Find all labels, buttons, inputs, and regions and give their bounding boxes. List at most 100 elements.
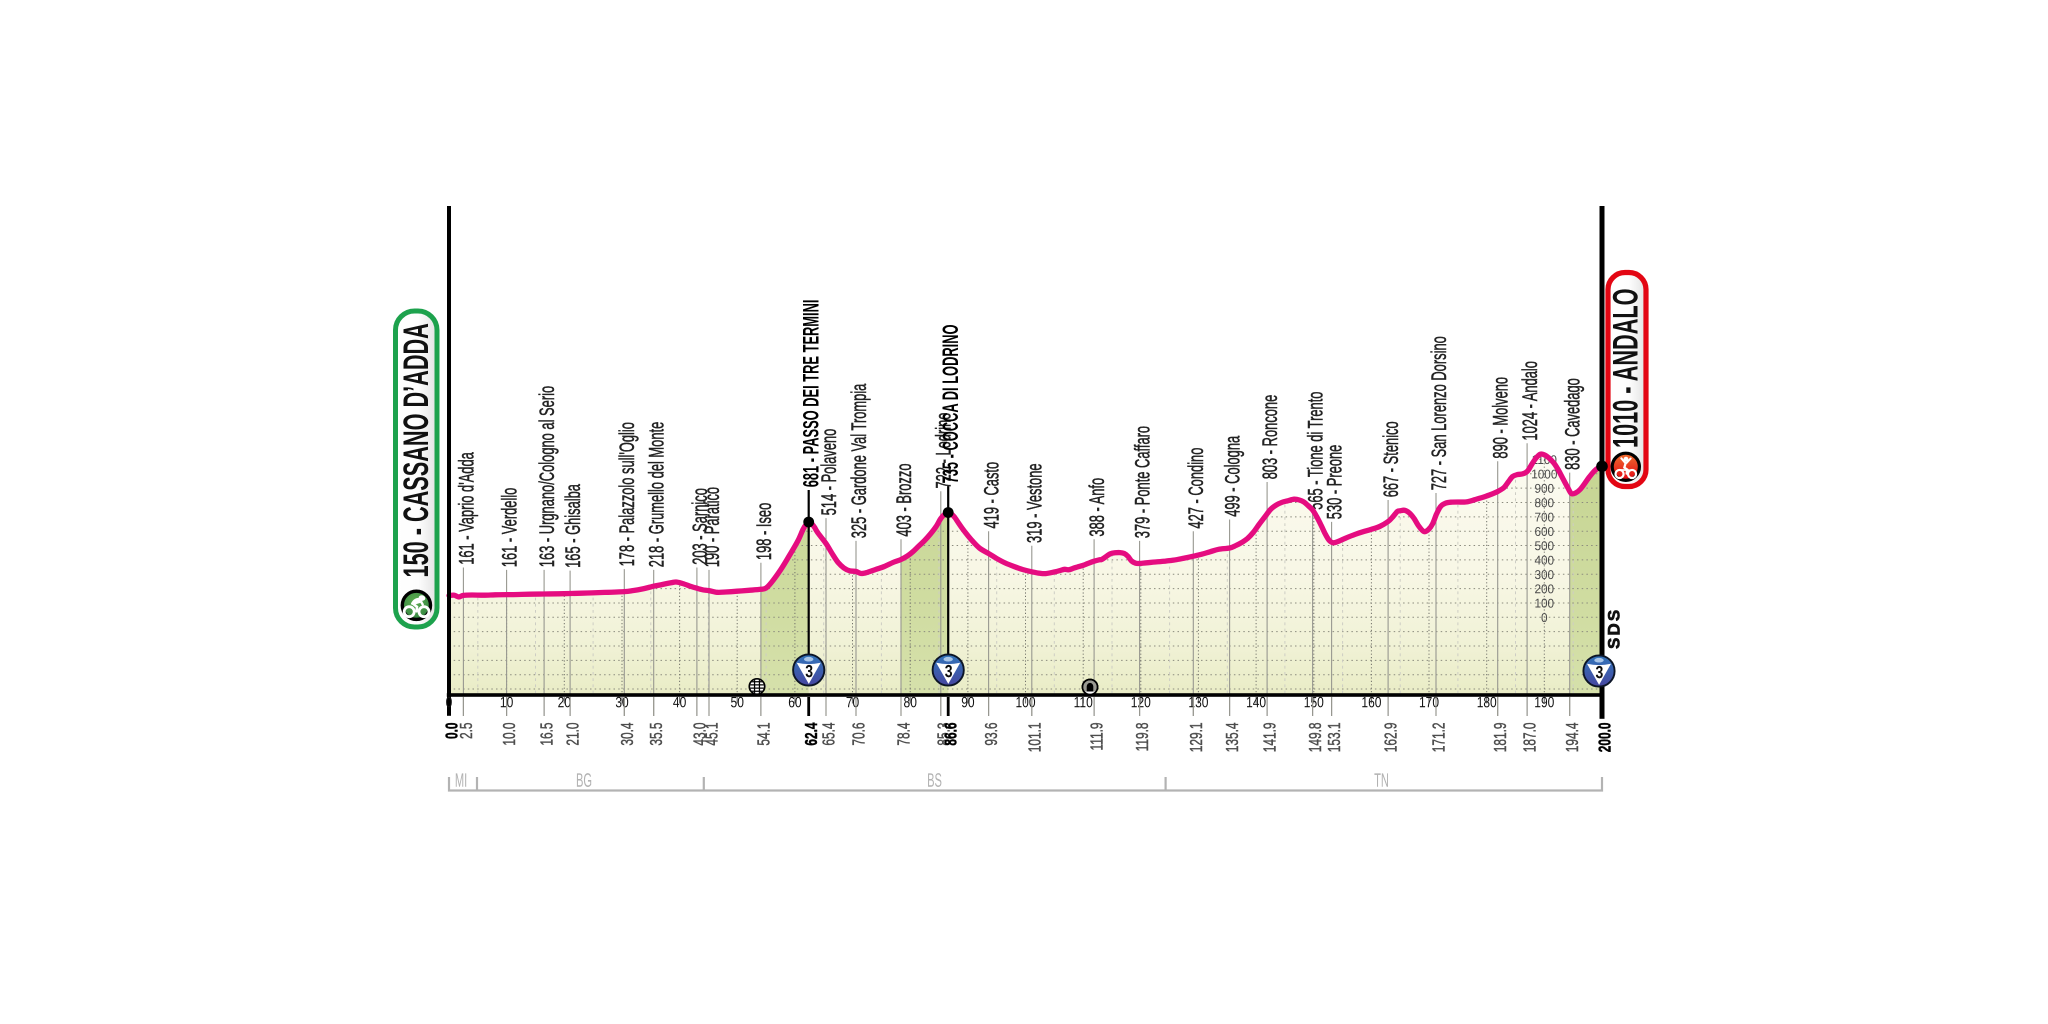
svg-text:45.1: 45.1: [702, 723, 722, 746]
svg-text:325 - Gardone Val Trompia: 325 - Gardone Val Trompia: [846, 384, 870, 539]
svg-text:530 - Preone: 530 - Preone: [1322, 445, 1346, 520]
svg-text:161 - Vaprio d'Adda: 161 - Vaprio d'Adda: [454, 452, 478, 565]
svg-text:21.0: 21.0: [563, 723, 583, 746]
svg-text:165 - Ghisalba: 165 - Ghisalba: [561, 484, 585, 568]
svg-text:62.4: 62.4: [802, 722, 822, 746]
svg-text:43.0: 43.0: [690, 723, 710, 746]
svg-text:BG: BG: [576, 771, 592, 792]
svg-text:890 - Molveno: 890 - Molveno: [1488, 377, 1512, 459]
svg-text:1010 - ANDALO: 1010 - ANDALO: [1608, 288, 1646, 448]
svg-text:BS: BS: [927, 771, 942, 792]
svg-text:90: 90: [961, 694, 975, 711]
svg-text:150: 150: [1304, 694, 1324, 711]
svg-text:203 - Sarnico: 203 - Sarnico: [687, 488, 711, 565]
svg-text:111.9: 111.9: [1087, 723, 1107, 751]
svg-text:78.4: 78.4: [894, 723, 914, 746]
svg-text:194.4: 194.4: [1563, 723, 1583, 753]
svg-text:70.6: 70.6: [849, 723, 869, 746]
svg-text:735 - COCCA DI LODRINO: 735 - COCCA DI LODRINO: [939, 324, 963, 483]
svg-text:180: 180: [1477, 694, 1497, 711]
svg-text:35.5: 35.5: [647, 723, 667, 746]
svg-text:100: 100: [1015, 694, 1035, 711]
svg-text:163 - Urgnano/Cologno al Serio: 163 - Urgnano/Cologno al Serio: [535, 386, 559, 567]
svg-text:50: 50: [731, 694, 745, 711]
svg-text:40: 40: [673, 694, 687, 711]
svg-text:0.0: 0.0: [442, 723, 462, 740]
svg-text:198 - Iseo: 198 - Iseo: [751, 503, 775, 560]
svg-text:135.4: 135.4: [1223, 723, 1243, 753]
svg-text:514 - Polaveno: 514 - Polaveno: [816, 429, 840, 516]
svg-text:681 - PASSO DEI TRE TERMINI: 681 - PASSO DEI TRE TERMINI: [799, 300, 823, 488]
svg-text:129.1: 129.1: [1187, 723, 1207, 753]
svg-text:54.1: 54.1: [754, 723, 774, 746]
svg-text:667 - Stenico: 667 - Stenico: [1379, 421, 1403, 497]
svg-text:150 - CASSANO D’ADDA: 150 - CASSANO D’ADDA: [398, 323, 436, 577]
svg-text:900: 900: [1534, 481, 1554, 496]
svg-text:162.9: 162.9: [1381, 723, 1401, 753]
svg-text:0: 0: [446, 694, 453, 711]
svg-text:100: 100: [1534, 596, 1554, 611]
svg-text:140: 140: [1246, 694, 1266, 711]
svg-text:TN: TN: [1374, 771, 1389, 792]
svg-text:2.5: 2.5: [457, 723, 477, 740]
svg-text:20: 20: [558, 694, 572, 711]
svg-text:400: 400: [1534, 553, 1554, 568]
svg-text:565 - Tione di Trento: 565 - Tione di Trento: [1303, 391, 1327, 509]
svg-text:85.3: 85.3: [934, 723, 954, 746]
svg-text:80: 80: [904, 694, 918, 711]
svg-text:161 - Verdello: 161 - Verdello: [497, 488, 521, 568]
svg-text:120: 120: [1131, 694, 1151, 711]
svg-text:1000: 1000: [1531, 467, 1557, 482]
svg-text:110: 110: [1074, 694, 1094, 711]
svg-text:1024 - Andalo: 1024 - Andalo: [1518, 361, 1542, 441]
svg-text:70: 70: [846, 694, 860, 711]
svg-text:30.4: 30.4: [618, 723, 638, 746]
svg-text:3: 3: [805, 663, 813, 682]
svg-text:3: 3: [1595, 664, 1603, 683]
svg-text:218 - Grumello del Monte: 218 - Grumello del Monte: [644, 422, 668, 568]
svg-text:153.1: 153.1: [1325, 723, 1345, 753]
svg-text:MI: MI: [455, 771, 467, 792]
svg-text:171.2: 171.2: [1429, 723, 1449, 753]
svg-text:200.0: 200.0: [1595, 723, 1615, 753]
svg-text:130: 130: [1188, 694, 1208, 711]
svg-text:200: 200: [1534, 582, 1554, 597]
svg-text:93.6: 93.6: [982, 723, 1002, 746]
svg-text:379 - Ponte Caffaro: 379 - Ponte Caffaro: [1130, 426, 1154, 538]
svg-text:190: 190: [1534, 694, 1554, 711]
svg-text:16.5: 16.5: [537, 723, 557, 746]
svg-text:30: 30: [615, 694, 629, 711]
svg-text:SDS: SDS: [1605, 608, 1624, 649]
svg-text:803 - Roncone: 803 - Roncone: [1258, 395, 1282, 480]
svg-text:722 - Lodrino: 722 - Lodrino: [931, 412, 955, 488]
svg-text:499 - Cologna: 499 - Cologna: [1220, 436, 1244, 517]
svg-text:10.0: 10.0: [500, 723, 520, 746]
svg-text:388 - Anfo: 388 - Anfo: [1085, 478, 1109, 537]
svg-text:187.0: 187.0: [1520, 723, 1540, 753]
svg-text:0: 0: [1541, 611, 1548, 626]
svg-text:727 - San Lorenzo Dorsino: 727 - San Lorenzo Dorsino: [1426, 336, 1450, 490]
svg-text:149.8: 149.8: [1306, 723, 1326, 753]
svg-text:800: 800: [1534, 496, 1554, 511]
svg-text:190 - Paratico: 190 - Paratico: [699, 487, 723, 567]
svg-text:60: 60: [788, 694, 802, 711]
svg-text:101.1: 101.1: [1025, 723, 1045, 753]
svg-text:181.9: 181.9: [1491, 723, 1511, 753]
svg-text:119.8: 119.8: [1133, 723, 1153, 752]
svg-text:600: 600: [1534, 524, 1554, 539]
svg-text:427 - Condino: 427 - Condino: [1184, 448, 1208, 529]
svg-text:403 - Brozzo: 403 - Brozzo: [891, 463, 915, 536]
svg-text:86.6: 86.6: [941, 723, 961, 746]
svg-text:700: 700: [1534, 510, 1554, 525]
svg-text:830 - Cavedago: 830 - Cavedago: [1560, 378, 1584, 470]
svg-text:300: 300: [1534, 567, 1554, 582]
svg-text:65.4: 65.4: [819, 723, 839, 746]
svg-text:500: 500: [1534, 539, 1554, 554]
svg-text:419 - Casto: 419 - Casto: [979, 462, 1003, 529]
svg-text:3: 3: [945, 663, 953, 682]
svg-text:178 - Palazzolo sull'Oglio: 178 - Palazzolo sull'Oglio: [615, 422, 639, 566]
svg-text:160: 160: [1361, 694, 1381, 711]
svg-text:141.9: 141.9: [1260, 723, 1280, 753]
svg-text:170: 170: [1419, 694, 1439, 711]
svg-text:319 - Vestone: 319 - Vestone: [1022, 463, 1046, 543]
